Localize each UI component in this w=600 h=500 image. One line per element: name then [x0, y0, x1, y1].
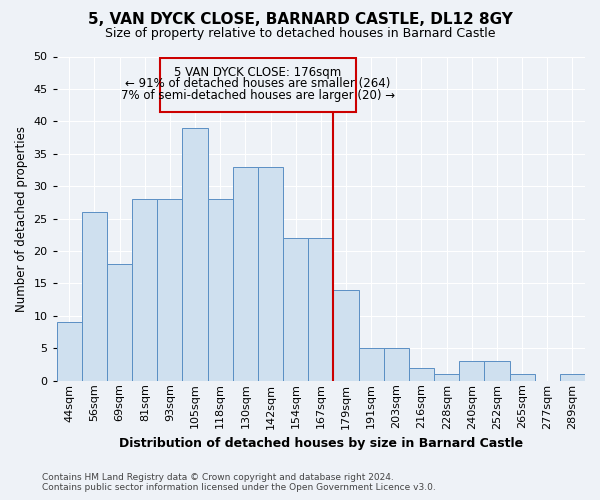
Text: 5, VAN DYCK CLOSE, BARNARD CASTLE, DL12 8GY: 5, VAN DYCK CLOSE, BARNARD CASTLE, DL12 … [88, 12, 512, 28]
Bar [182, 128, 208, 381]
FancyBboxPatch shape [160, 58, 356, 112]
Bar [509, 374, 535, 381]
Bar [384, 348, 409, 381]
Bar [308, 238, 334, 381]
Bar [484, 362, 509, 381]
Bar [157, 199, 182, 381]
Bar [459, 362, 484, 381]
Bar [359, 348, 384, 381]
Bar [208, 199, 233, 381]
Bar [560, 374, 585, 381]
Text: Contains HM Land Registry data © Crown copyright and database right 2024.
Contai: Contains HM Land Registry data © Crown c… [42, 473, 436, 492]
Bar [233, 166, 258, 381]
Y-axis label: Number of detached properties: Number of detached properties [15, 126, 28, 312]
Bar [132, 199, 157, 381]
Bar [57, 322, 82, 381]
Text: Size of property relative to detached houses in Barnard Castle: Size of property relative to detached ho… [105, 28, 495, 40]
Text: ← 91% of detached houses are smaller (264): ← 91% of detached houses are smaller (26… [125, 78, 391, 90]
Bar [434, 374, 459, 381]
Bar [409, 368, 434, 381]
Text: 7% of semi-detached houses are larger (20) →: 7% of semi-detached houses are larger (2… [121, 89, 395, 102]
X-axis label: Distribution of detached houses by size in Barnard Castle: Distribution of detached houses by size … [119, 437, 523, 450]
Bar [82, 212, 107, 381]
Bar [107, 264, 132, 381]
Text: 5 VAN DYCK CLOSE: 176sqm: 5 VAN DYCK CLOSE: 176sqm [175, 66, 341, 79]
Bar [334, 290, 359, 381]
Bar [258, 166, 283, 381]
Bar [283, 238, 308, 381]
